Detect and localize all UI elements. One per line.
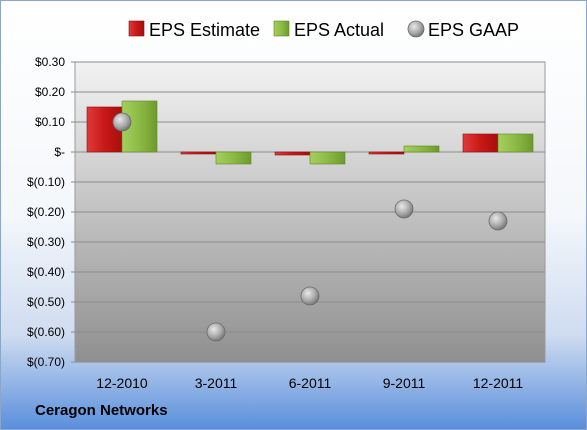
company-name: Ceragon Networks — [35, 402, 168, 419]
eps-estimate-bar-6-2011 — [274, 151, 311, 156]
legend-label: EPS Estimate — [149, 20, 260, 40]
legend-swatch-estimate — [128, 20, 145, 37]
legend: EPS Estimate EPS Actual EPS GAAP — [128, 20, 519, 40]
x-tick-label: 6-2011 — [289, 375, 332, 391]
eps-gaap-point-12-2010 — [112, 112, 132, 132]
y-tick-label: $(0.50) — [27, 295, 65, 309]
eps-actual-bar-3-2011 — [215, 151, 252, 165]
y-tick-label: $(0.30) — [27, 235, 65, 249]
legend-swatch-actual — [273, 20, 290, 37]
y-tick-label: $(0.70) — [27, 355, 65, 369]
y-tick-label: $(0.10) — [27, 175, 65, 189]
x-axis-ticks: 12-2010 3-2011 6-2011 9-2011 12-2011 — [96, 375, 523, 391]
eps-estimate-bar-12-2011 — [462, 133, 499, 153]
eps-estimate-bar-3-2011 — [180, 151, 217, 155]
x-tick-label: 12-2010 — [96, 375, 148, 391]
eps-actual-bar-6-2011 — [309, 151, 346, 165]
bars — [86, 100, 534, 342]
y-tick-label: $(0.20) — [27, 205, 65, 219]
y-tick-label: $(0.60) — [27, 325, 65, 339]
y-tick-label: $0.20 — [35, 85, 65, 99]
legend-label: EPS GAAP — [428, 20, 519, 40]
x-tick-label: 3-2011 — [195, 375, 238, 391]
x-tick-label: 9-2011 — [383, 375, 426, 391]
eps-gaap-point-3-2011 — [206, 322, 226, 342]
eps-estimate-bar-12-2010 — [86, 106, 123, 153]
eps-gaap-point-12-2011 — [488, 211, 508, 231]
y-axis-ticks: $0.30 $0.20 $0.10 $- $(0.10) $(0.20) $(0.30) $(… — [27, 55, 65, 369]
eps-actual-bar-12-2011 — [497, 133, 534, 153]
x-tick-label: 12-2011 — [473, 375, 524, 391]
y-tick-label: $- — [54, 145, 65, 159]
eps-estimate-bar-9-2011 — [368, 151, 405, 155]
legend-swatch-gaap — [407, 20, 425, 38]
y-tick-label: $0.10 — [35, 115, 65, 129]
y-tick-label: $(0.40) — [27, 265, 65, 279]
legend-label: EPS Actual — [294, 20, 384, 40]
eps-gaap-point-6-2011 — [300, 286, 320, 306]
y-tick-label: $0.30 — [35, 55, 65, 69]
eps-actual-bar-9-2011 — [403, 145, 440, 153]
eps-gaap-point-9-2011 — [394, 199, 414, 219]
